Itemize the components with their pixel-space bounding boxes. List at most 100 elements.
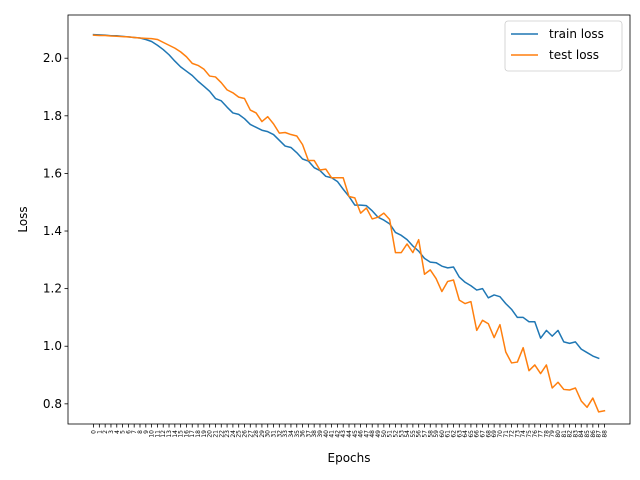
x-tick-label: 17 (189, 430, 196, 438)
x-tick-label: 23 (224, 430, 231, 438)
x-tick-label: 52 (392, 430, 399, 438)
series-line-train-loss (92, 33, 600, 360)
x-tick-label: 27 (247, 430, 254, 438)
x-tick-label: 14 (172, 430, 179, 438)
x-tick-label: 4 (114, 430, 121, 434)
x-tick-label: 5 (120, 430, 127, 434)
x-tick-label: 40 (323, 430, 330, 438)
legend: train loss test loss (504, 20, 623, 72)
x-ticks: 0123456789101112131415161718192021222324… (91, 424, 608, 438)
x-tick-label: 12 (160, 430, 167, 438)
x-tick-label: 58 (427, 430, 434, 438)
x-tick-label: 85 (584, 430, 591, 438)
x-tick-label: 3 (108, 430, 115, 434)
x-tick-label: 10 (149, 430, 156, 438)
x-tick-label: 36 (300, 430, 307, 438)
x-tick-label: 71 (503, 430, 510, 438)
x-tick-label: 87 (596, 430, 603, 438)
x-tick-label: 45 (352, 430, 359, 438)
x-tick-label: 62 (451, 430, 458, 438)
x-tick-label: 0 (91, 430, 98, 434)
x-tick-label: 72 (509, 430, 516, 438)
x-tick-label: 30 (265, 430, 272, 438)
x-tick-label: 37 (305, 430, 312, 438)
x-tick-label: 1 (96, 430, 103, 434)
x-tick-label: 50 (381, 430, 388, 438)
y-tick-label: 0.8 (43, 397, 62, 411)
x-tick-label: 63 (456, 430, 463, 438)
x-tick-label: 55 (410, 430, 417, 438)
x-tick-label: 6 (125, 430, 132, 434)
x-tick-label: 82 (567, 430, 574, 438)
x-tick-label: 64 (462, 430, 469, 438)
x-axis-label: Epochs (328, 451, 371, 465)
x-tick-label: 67 (480, 430, 487, 438)
x-tick-label: 86 (590, 430, 597, 438)
x-tick-label: 60 (439, 430, 446, 438)
x-tick-label: 81 (561, 430, 568, 438)
legend-entry-label: test loss (549, 48, 599, 62)
legend-entry-label: train loss (549, 27, 604, 41)
y-tick-label: 1.2 (43, 282, 62, 296)
x-tick-label: 88 (601, 430, 608, 438)
x-tick-label: 25 (236, 430, 243, 438)
x-tick-label: 80 (555, 430, 562, 438)
x-tick-label: 83 (572, 430, 579, 438)
x-tick-label: 13 (166, 430, 173, 438)
x-tick-label: 77 (538, 430, 545, 438)
x-tick-label: 74 (520, 430, 527, 438)
x-tick-label: 75 (526, 430, 533, 438)
y-tick-label: 1.0 (43, 339, 62, 353)
x-tick-label: 29 (259, 430, 266, 438)
x-tick-label: 61 (445, 430, 452, 438)
x-tick-label: 69 (491, 430, 498, 438)
x-tick-label: 65 (468, 430, 475, 438)
x-tick-label: 42 (334, 430, 341, 438)
x-tick-label: 18 (195, 430, 202, 438)
y-tick-label: 1.6 (43, 166, 62, 180)
y-tick-label: 1.8 (43, 109, 62, 123)
x-tick-label: 19 (201, 430, 208, 438)
x-tick-label: 7 (131, 430, 138, 434)
x-tick-label: 44 (346, 430, 353, 438)
x-tick-label: 51 (387, 430, 394, 438)
x-tick-label: 53 (398, 430, 405, 438)
x-tick-label: 73 (514, 430, 521, 438)
x-tick-label: 48 (369, 430, 376, 438)
y-tick-label: 1.4 (43, 224, 62, 238)
x-tick-label: 54 (404, 430, 411, 438)
x-tick-label: 59 (433, 430, 440, 438)
x-tick-label: 35 (294, 430, 301, 438)
x-tick-label: 31 (271, 430, 278, 438)
x-tick-label: 78 (543, 430, 550, 438)
x-tick-label: 41 (329, 430, 336, 438)
x-tick-label: 38 (311, 430, 318, 438)
y-axis-label: Loss (16, 206, 30, 232)
x-tick-label: 20 (207, 430, 214, 438)
x-tick-label: 56 (416, 430, 423, 438)
x-tick-label: 16 (183, 430, 190, 438)
x-tick-label: 26 (242, 430, 249, 438)
series-line-test-loss (92, 34, 606, 413)
x-tick-label: 33 (282, 430, 289, 438)
x-tick-label: 49 (375, 430, 382, 438)
y-tick-label: 2.0 (43, 51, 62, 65)
x-tick-label: 24 (230, 430, 237, 438)
x-tick-label: 34 (288, 430, 295, 438)
x-tick-label: 79 (549, 430, 556, 438)
x-tick-label: 84 (578, 430, 585, 438)
x-tick-label: 21 (212, 430, 219, 438)
x-tick-label: 70 (497, 430, 504, 438)
x-tick-label: 15 (178, 430, 185, 438)
x-tick-label: 68 (485, 430, 492, 438)
series-layer (92, 33, 606, 413)
x-tick-label: 32 (276, 430, 283, 438)
y-ticks: 0.8 1.0 1.2 1.4 1.6 1.8 2.0 (43, 51, 68, 411)
x-tick-label: 11 (154, 430, 161, 438)
x-tick-label: 46 (358, 430, 365, 438)
x-tick-label: 39 (317, 430, 324, 438)
x-tick-label: 28 (253, 430, 260, 438)
x-tick-label: 9 (143, 430, 150, 434)
